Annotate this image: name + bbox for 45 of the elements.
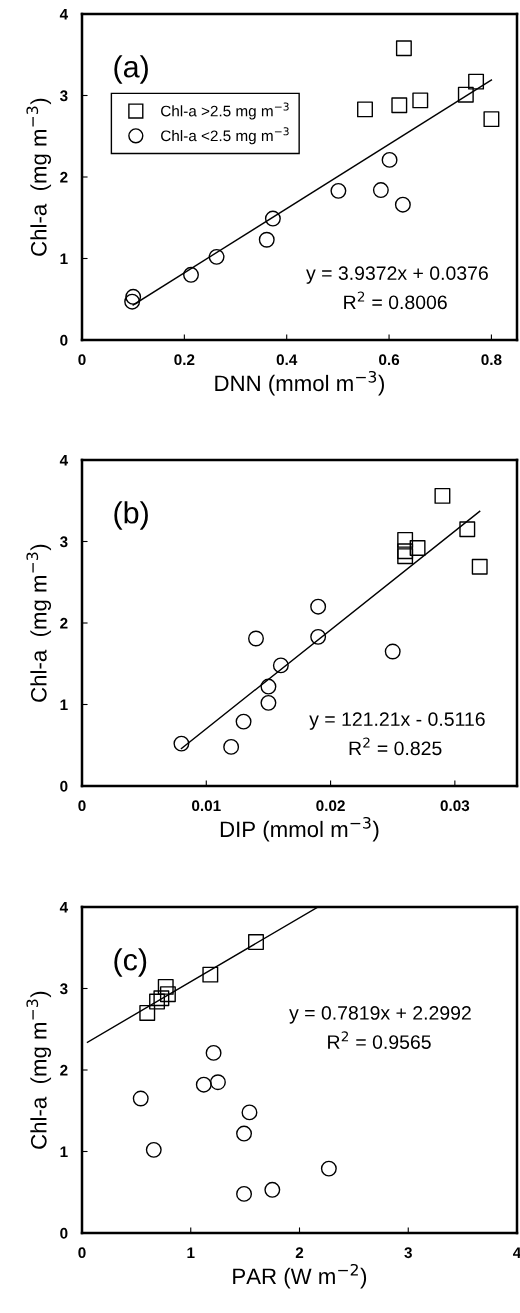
- x-tick-label: 2: [295, 1247, 304, 1258]
- annotation: R$^{2}$ = 0.9565: [328, 1031, 431, 1049]
- x-tick-label: 1: [187, 1247, 195, 1258]
- x-tick-label: 3: [404, 1247, 412, 1259]
- y-tick-label: 0: [60, 780, 68, 792]
- annotation: y = 121.21x - 0.5116: [309, 712, 485, 730]
- y-axis-title: Chl-a (mg m$^{−3}$): [26, 98, 52, 256]
- text: (b): [114, 501, 148, 530]
- x-tick-label: 0.03: [440, 800, 470, 812]
- x-tick-label: 0.4: [276, 354, 298, 366]
- y-tick-label: 3: [59, 90, 68, 102]
- y-tick-label: 3: [59, 536, 68, 548]
- y-axis-title: Chl-a (mg m$^{−3}$): [26, 544, 52, 702]
- y-tick-label: 3: [59, 983, 68, 995]
- x-tick-label: 0.8: [481, 354, 502, 366]
- y-tick-label: 4: [59, 9, 69, 20]
- legend-label: Chl-a <2.5 mg m$^{−3}$: [161, 127, 289, 145]
- x-tick-label: 0: [78, 354, 86, 366]
- text: (a): [114, 55, 148, 84]
- y-tick-label: 2: [60, 617, 68, 629]
- y-tick-label: 1: [60, 1146, 68, 1158]
- y-tick-label: 4: [59, 455, 69, 466]
- annotation: y = 3.9372x + 0.0376: [306, 266, 488, 284]
- x-axis-title: DNN (mmol m$^{−3}$): [215, 370, 384, 396]
- y-tick-label: 0: [60, 334, 68, 346]
- x-tick-label: 0: [78, 1247, 86, 1259]
- text: (c): [114, 948, 147, 977]
- x-tick-label: 0: [78, 800, 86, 812]
- y-tick-label: 1: [60, 253, 68, 265]
- annotation: y = 0.7819x + 2.2992: [289, 1006, 471, 1024]
- y-tick-label: 2: [60, 1064, 68, 1076]
- x-tick-label: 0.6: [379, 354, 400, 366]
- y-tick-label: 2: [60, 171, 68, 183]
- y-axis-title: Chl-a (mg m$^{−3}$): [26, 991, 52, 1149]
- y-tick-label: 1: [60, 699, 68, 711]
- y-tick-label: 0: [60, 1227, 68, 1239]
- legend-label: Chl-a >2.5 mg m$^{−3}$: [161, 102, 289, 120]
- x-axis-title: PAR (W m$^{−2}$): [233, 1263, 367, 1289]
- y-tick-label: 4: [59, 902, 69, 913]
- x-tick-label: 0.02: [316, 800, 345, 812]
- x-tick-label: 0.01: [192, 800, 221, 812]
- x-tick-label: 0.2: [174, 354, 195, 366]
- annotation: R$^{2}$ = 0.8006: [344, 291, 447, 310]
- annotation: R$^{2}$ = 0.825: [349, 737, 442, 756]
- x-axis-title: DIP (mmol m$^{−3}$): [220, 816, 379, 842]
